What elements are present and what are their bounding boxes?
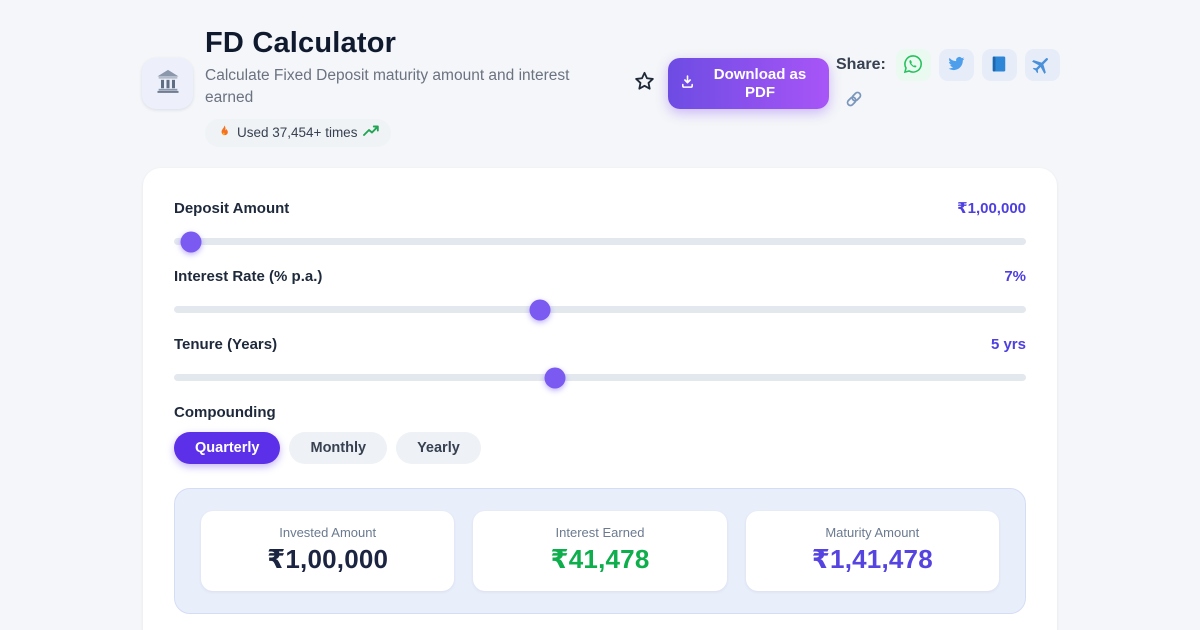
usage-badge: Used 37,454+ times: [205, 118, 392, 147]
download-pdf-button[interactable]: Download as PDF: [668, 58, 829, 109]
trending-up-icon: [363, 125, 380, 140]
slider-thumb[interactable]: [529, 299, 551, 320]
tenure-slider[interactable]: [174, 367, 1026, 388]
invested-amount-label: Invested Amount: [279, 525, 377, 540]
interest-rate-value: 7%: [1004, 268, 1026, 285]
invested-amount-value: ₹1,00,000: [267, 544, 389, 574]
link-icon: [844, 89, 864, 112]
share-airplane-button[interactable]: [1024, 49, 1060, 81]
airplane-icon: [1031, 53, 1053, 78]
share-book-button[interactable]: [981, 49, 1017, 81]
maturity-amount-value: ₹1,41,478: [811, 544, 933, 574]
slider-thumb[interactable]: [544, 367, 566, 388]
compounding-option-yearly[interactable]: Yearly: [396, 432, 481, 464]
favorite-star-button[interactable]: [630, 69, 658, 97]
interest-earned-label: Interest Earned: [555, 525, 645, 540]
download-icon: [680, 74, 695, 93]
twitter-icon: [946, 53, 967, 77]
interest-rate-slider[interactable]: [174, 299, 1026, 320]
deposit-amount-slider[interactable]: [174, 231, 1026, 252]
deposit-amount-row: Deposit Amount ₹1,00,000: [174, 199, 1026, 252]
invested-amount-card: Invested Amount ₹1,00,000: [201, 511, 455, 591]
interest-earned-value: ₹41,478: [550, 544, 650, 574]
compounding-option-monthly[interactable]: Monthly: [289, 432, 388, 464]
book-icon: [989, 54, 1009, 77]
slider-thumb[interactable]: [180, 231, 202, 252]
download-pdf-label: Download as PDF: [713, 65, 807, 101]
share-whatsapp-button[interactable]: [895, 49, 931, 81]
interest-rate-label: Interest Rate (% p.a.): [174, 268, 323, 285]
title-block: FD Calculator Calculate Fixed Deposit ma…: [205, 27, 617, 147]
bank-icon: [154, 67, 182, 100]
results-panel: Invested Amount ₹1,00,000 Interest Earne…: [174, 488, 1026, 614]
deposit-amount-label: Deposit Amount: [174, 199, 290, 217]
maturity-amount-card: Maturity Amount ₹1,41,478: [745, 511, 999, 591]
share-label: Share:: [836, 56, 886, 73]
tenure-row: Tenure (Years) 5 yrs: [174, 336, 1026, 388]
slider-track[interactable]: [174, 238, 1026, 245]
app-icon-tile: [142, 58, 193, 109]
usage-badge-text: Used 37,454+ times: [237, 125, 358, 141]
compounding-section: Compounding Quarterly Monthly Yearly: [174, 404, 1026, 464]
page-subtitle: Calculate Fixed Deposit maturity amount …: [205, 67, 570, 107]
deposit-amount-value: ₹1,00,000: [957, 200, 1026, 217]
share-area: Share:: [836, 49, 1066, 114]
slider-track[interactable]: [174, 306, 1026, 313]
star-icon: [633, 70, 656, 96]
tenure-value: 5 yrs: [990, 336, 1026, 353]
calculator-card: Deposit Amount ₹1,00,000 Interest Rate (…: [143, 168, 1057, 630]
slider-track[interactable]: [174, 374, 1026, 381]
flame-icon: [217, 124, 231, 142]
tenure-label: Tenure (Years): [174, 336, 278, 353]
compounding-label: Compounding: [174, 404, 276, 421]
maturity-amount-label: Maturity Amount: [825, 525, 920, 540]
share-twitter-button[interactable]: [938, 49, 974, 81]
whatsapp-icon: [902, 53, 924, 78]
interest-earned-card: Interest Earned ₹41,478: [473, 511, 727, 591]
compounding-option-quarterly[interactable]: Quarterly: [174, 432, 281, 464]
share-copy-link-button[interactable]: [844, 89, 864, 112]
interest-rate-row: Interest Rate (% p.a.) 7%: [174, 268, 1026, 320]
page-title: FD Calculator: [205, 27, 397, 59]
